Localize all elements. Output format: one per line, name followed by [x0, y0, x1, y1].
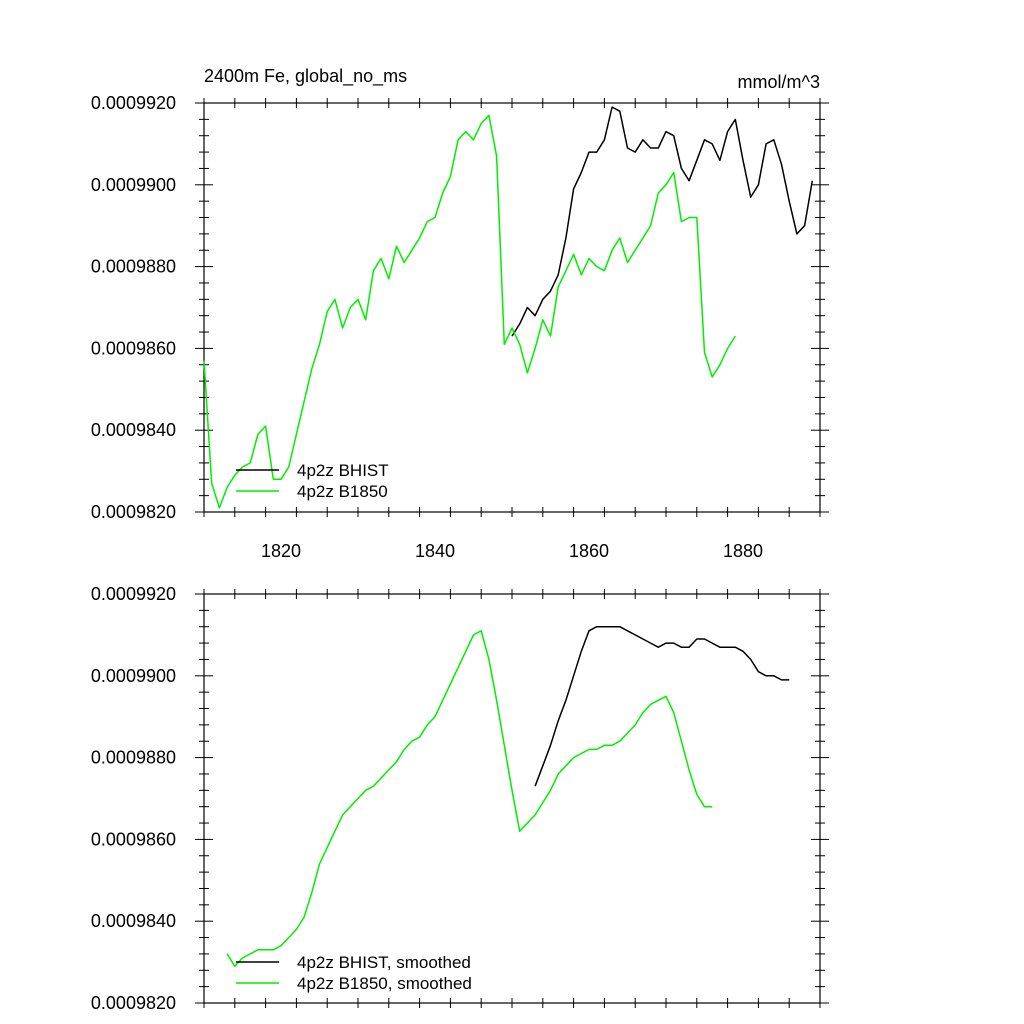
series-line-0 — [534, 625, 790, 787]
bottom-panel-legend: 4p2z BHIST, smoothed 4p2z B1850, smoothe… — [236, 953, 472, 993]
y-tick-label: 0.0009820 — [91, 993, 176, 1013]
y-tick-label: 0.0009860 — [91, 338, 176, 358]
top-panel-series — [203, 106, 814, 509]
y-tick-label: 0.0009920 — [91, 584, 176, 604]
chart-title: 2400m Fe, global_no_ms — [204, 66, 407, 87]
legend-label-bhist-smoothed: 4p2z BHIST, smoothed — [297, 953, 471, 972]
x-tick-label: 1860 — [569, 541, 609, 561]
x-tick-label: 1880 — [723, 541, 763, 561]
series-line-0 — [511, 106, 814, 337]
legend-label-bhist: 4p2z BHIST — [297, 461, 389, 480]
top-panel-ticks: 1820 1840 1860 1880 0.0009820 0.0009840 0.0009… — [91, 93, 829, 561]
y-tick-label: 0.0009900 — [91, 666, 176, 686]
x-tick-label: 1820 — [261, 541, 301, 561]
y-tick-label: 0.0009840 — [91, 911, 176, 931]
plot-frame — [203, 593, 821, 1004]
bottom-panel-axes — [203, 593, 821, 1004]
units-label: mmol/m^3 — [738, 72, 820, 92]
plot-frame — [203, 102, 821, 513]
top-panel-legend: 4p2z BHIST 4p2z B1850 — [236, 461, 389, 501]
legend-label-b1850-smoothed: 4p2z B1850, smoothed — [297, 974, 472, 993]
y-tick-label: 0.0009920 — [91, 93, 176, 113]
legend-label-b1850: 4p2z B1850 — [297, 482, 388, 501]
y-tick-label: 0.0009900 — [91, 175, 176, 195]
top-panel: 2400m Fe, global_no_ms mmol/m^3 1820 1840… — [91, 66, 829, 561]
bottom-panel: 0.0009820 0.0009840 0.0009860 0.0009880 0.00… — [91, 584, 829, 1013]
x-tick-label: 1840 — [415, 541, 455, 561]
bottom-panel-ticks: 0.0009820 0.0009840 0.0009860 0.0009880 0.00… — [91, 584, 829, 1013]
series-line-1 — [226, 630, 713, 967]
y-tick-label: 0.0009840 — [91, 420, 176, 440]
y-tick-label: 0.0009880 — [91, 257, 176, 277]
y-tick-label: 0.0009820 — [91, 502, 176, 522]
series-line-1 — [203, 114, 736, 509]
y-tick-label: 0.0009880 — [91, 748, 176, 768]
y-tick-label: 0.0009860 — [91, 829, 176, 849]
top-panel-axes — [203, 102, 821, 513]
bottom-panel-series — [226, 625, 790, 967]
